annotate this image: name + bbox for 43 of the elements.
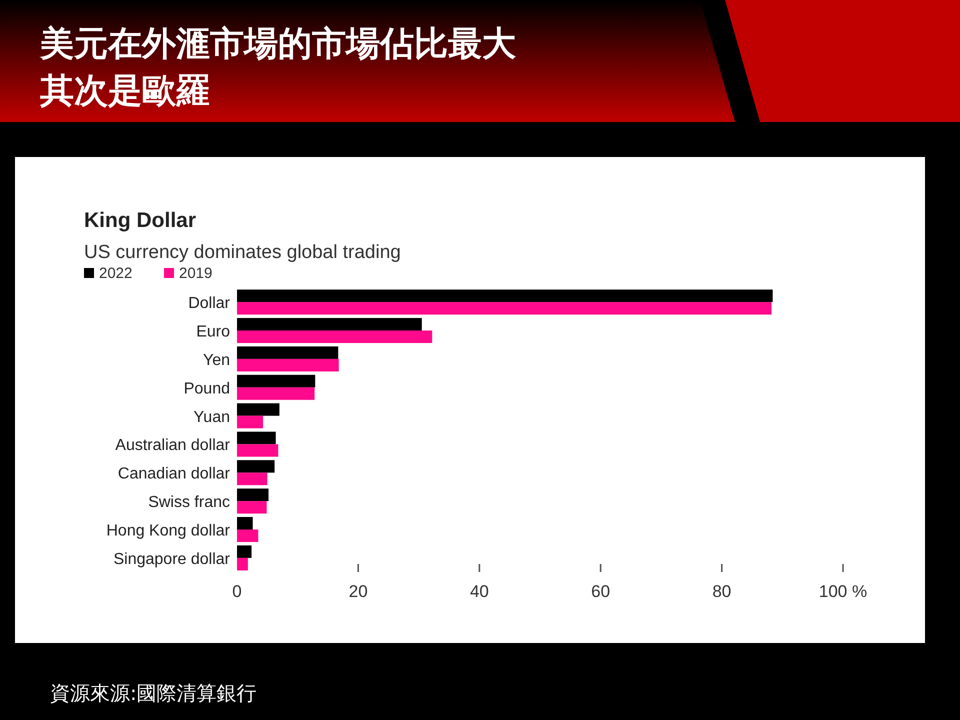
chart-subtitle: US currency dominates global trading xyxy=(84,242,401,263)
x-tick-label: 60 xyxy=(591,582,610,601)
bar xyxy=(237,432,276,444)
y-tick-label: Yuan xyxy=(194,408,230,426)
y-tick-label: Dollar xyxy=(188,295,231,312)
legend-label: 2019 xyxy=(179,265,212,282)
bar xyxy=(237,346,338,359)
bar xyxy=(237,501,267,514)
y-tick-label: Hong Kong dollar xyxy=(106,522,231,540)
bar xyxy=(237,290,773,302)
bar xyxy=(237,302,772,315)
x-tick-label: 80 xyxy=(712,582,732,601)
bar xyxy=(237,416,264,428)
bar xyxy=(237,488,269,502)
text: 其次是歐羅 xyxy=(39,71,210,111)
bar xyxy=(237,558,248,570)
bar xyxy=(237,516,253,530)
bar xyxy=(237,460,275,473)
text: 資源來源:國際清算銀行 xyxy=(50,681,257,705)
y-tick-label: Swiss franc xyxy=(148,494,230,512)
y-tick-label: Australian dollar xyxy=(115,437,231,454)
bar xyxy=(237,444,278,457)
chart-title: King Dollar xyxy=(84,209,196,232)
y-tick-label: Euro xyxy=(196,324,230,341)
bar xyxy=(237,387,315,400)
y-tick-label: Singapore dollar xyxy=(113,550,231,568)
bar xyxy=(237,374,316,388)
bar xyxy=(237,403,280,416)
bar xyxy=(237,358,339,372)
x-tick-label: 40 xyxy=(470,582,489,601)
bar xyxy=(237,545,252,558)
bar xyxy=(237,330,432,344)
bar xyxy=(237,472,268,486)
x-tick-label: 20 xyxy=(348,582,368,601)
y-tick-label: Pound xyxy=(184,380,230,398)
x-tick-label: 0 xyxy=(232,582,242,601)
x-tick-label: 100 % xyxy=(818,582,868,601)
y-tick-label: Yen xyxy=(203,352,230,369)
bar xyxy=(237,529,258,542)
text: 美元在外滙市場的市場佔比最大 xyxy=(39,24,516,64)
y-tick-label: Canadian dollar xyxy=(118,466,231,483)
bar xyxy=(237,318,422,331)
legend-label: 2022 xyxy=(99,265,132,282)
